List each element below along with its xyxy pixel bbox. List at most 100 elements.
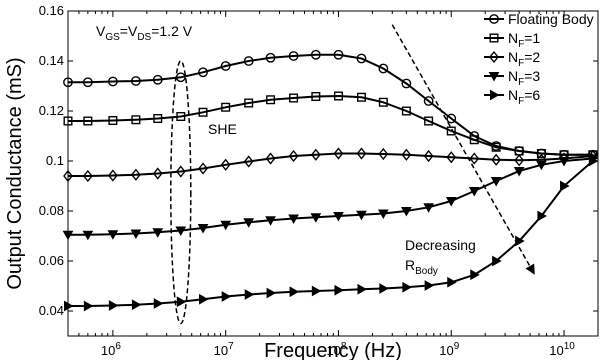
data-point bbox=[265, 52, 276, 63]
decreasing-arrow-head bbox=[525, 263, 535, 275]
x-tick-label: 1010 bbox=[549, 341, 575, 358]
legend-item: NF=3 bbox=[484, 68, 540, 88]
x-tick-label: 107 bbox=[214, 341, 234, 358]
data-point bbox=[153, 298, 164, 309]
data-point bbox=[62, 230, 74, 241]
data-point bbox=[446, 126, 456, 136]
data-point bbox=[356, 92, 366, 102]
data-point bbox=[334, 284, 344, 296]
data-point bbox=[377, 209, 389, 220]
data-point bbox=[108, 115, 118, 125]
data-point bbox=[446, 151, 457, 164]
data-point bbox=[311, 91, 321, 101]
y-tick-label: 0.12 bbox=[39, 103, 64, 118]
data-point bbox=[536, 148, 546, 158]
legend-marker bbox=[489, 33, 499, 43]
series-1 bbox=[63, 49, 598, 160]
data-point bbox=[310, 49, 321, 60]
data-point bbox=[356, 147, 367, 160]
data-point bbox=[131, 299, 142, 311]
y-tick-label: 0.16 bbox=[39, 3, 64, 18]
series-2 bbox=[63, 91, 598, 160]
x-tick-label: 108 bbox=[326, 341, 346, 358]
rbody-label: RBody bbox=[405, 257, 438, 277]
data-point bbox=[469, 152, 480, 165]
series-line bbox=[68, 94, 593, 156]
data-point bbox=[243, 56, 254, 66]
data-point bbox=[288, 214, 299, 225]
data-point bbox=[560, 180, 570, 192]
y-tick-label: 0.06 bbox=[39, 253, 64, 268]
legend-label: Floating Body bbox=[508, 11, 594, 27]
data-point bbox=[243, 155, 254, 168]
x-tick-label: 109 bbox=[439, 341, 459, 358]
data-point bbox=[288, 149, 299, 163]
data-point bbox=[265, 152, 276, 165]
data-point bbox=[513, 167, 525, 177]
data-point bbox=[379, 283, 389, 294]
data-point bbox=[401, 106, 411, 116]
data-point bbox=[221, 102, 231, 112]
legend-marker bbox=[490, 89, 500, 101]
data-point bbox=[491, 142, 501, 152]
data-point bbox=[470, 269, 480, 281]
y-ticks: 0.04 0.06 0.08 0.1 0.12 0.14 0.16 bbox=[39, 3, 598, 318]
legend-label: NF=3 bbox=[508, 68, 540, 88]
data-point bbox=[266, 95, 276, 105]
data-point bbox=[469, 135, 479, 145]
data-point bbox=[378, 97, 388, 107]
legend-marker bbox=[489, 50, 499, 64]
data-point bbox=[63, 116, 73, 126]
data-point bbox=[447, 276, 457, 288]
data-point bbox=[198, 107, 208, 117]
data-point bbox=[514, 154, 525, 167]
data-point bbox=[83, 116, 93, 126]
data-point bbox=[175, 165, 186, 178]
data-point bbox=[289, 286, 300, 298]
legend-item: NF=2 bbox=[484, 49, 540, 69]
x-tick-label: 106 bbox=[101, 341, 121, 358]
data-point bbox=[108, 300, 119, 311]
data-point bbox=[107, 230, 119, 240]
y-tick-label: 0.14 bbox=[39, 53, 64, 68]
data-point bbox=[82, 230, 94, 241]
data-point bbox=[63, 169, 73, 183]
data-point bbox=[176, 296, 187, 308]
data-point bbox=[198, 162, 208, 175]
data-point bbox=[402, 281, 412, 293]
data-point bbox=[175, 226, 187, 237]
series-5 bbox=[64, 155, 599, 312]
data-point bbox=[424, 280, 435, 291]
legend-label: NF=6 bbox=[508, 87, 540, 107]
data-point bbox=[311, 285, 322, 297]
y-tick-label: 0.08 bbox=[39, 203, 64, 218]
data-point bbox=[82, 169, 93, 183]
data-point bbox=[152, 167, 163, 180]
bias-condition-label: VGS=VDS=1.2 V bbox=[96, 23, 193, 43]
data-point bbox=[198, 67, 208, 78]
data-point bbox=[357, 283, 368, 295]
series-group bbox=[62, 49, 599, 312]
data-point bbox=[401, 207, 412, 217]
data-point bbox=[244, 98, 254, 108]
data-point bbox=[310, 148, 321, 161]
data-point bbox=[558, 157, 570, 167]
decreasing-label: Decreasing bbox=[405, 237, 476, 253]
annotations: VGS=VDS=1.2 V SHE Decreasing RBody bbox=[96, 23, 536, 325]
data-point bbox=[356, 210, 367, 221]
data-point bbox=[63, 77, 73, 88]
data-point bbox=[423, 203, 434, 213]
data-point bbox=[333, 212, 344, 222]
data-point bbox=[492, 255, 502, 267]
series-3 bbox=[63, 147, 598, 183]
series-4 bbox=[62, 154, 599, 241]
data-point bbox=[244, 289, 255, 300]
data-point bbox=[423, 96, 434, 106]
x-ticks: 106 107 108 109 1010 bbox=[67, 11, 599, 358]
data-point bbox=[82, 77, 93, 88]
data-point bbox=[424, 116, 434, 126]
data-point bbox=[107, 169, 118, 182]
data-point bbox=[197, 224, 209, 234]
she-dashed-ellipse bbox=[170, 60, 192, 325]
